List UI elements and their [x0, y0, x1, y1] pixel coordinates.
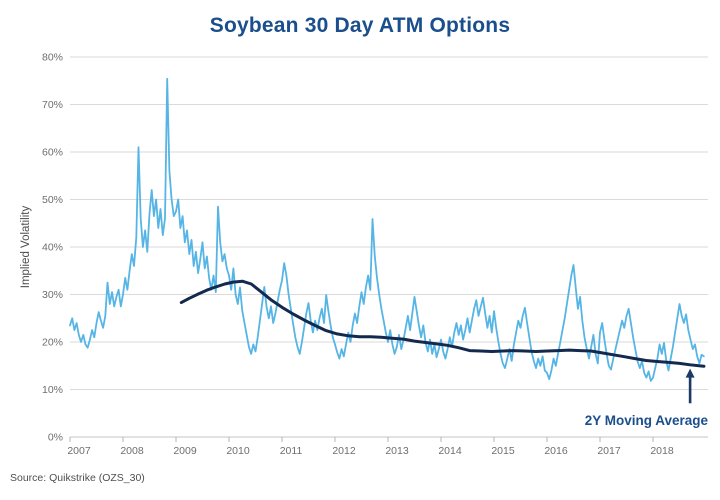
y-tick-label: 30%	[42, 289, 63, 301]
x-tick-label: 2018	[650, 445, 674, 457]
x-tick-label: 2016	[544, 445, 568, 457]
x-tick-label: 2010	[226, 445, 250, 457]
moving-average-line	[179, 279, 706, 368]
x-tick-label: 2008	[120, 445, 144, 457]
y-tick-label: 70%	[42, 99, 63, 111]
chart-title: Soybean 30 Day ATM Options	[209, 14, 511, 37]
y-tick-label: 50%	[42, 194, 63, 206]
x-tick-label: 2011	[280, 445, 303, 457]
annotation-arrow-head	[685, 368, 695, 378]
y-tick-label: 10%	[42, 384, 63, 396]
x-tick-label: 2009	[173, 445, 197, 457]
x-tick-label: 2013	[385, 445, 409, 457]
y-tick-label: 20%	[42, 337, 63, 349]
x-tick-label: 2015	[491, 445, 515, 457]
x-tick-label: 2014	[438, 445, 462, 457]
y-tick-label: 80%	[42, 52, 63, 64]
y-tick-label: 40%	[42, 242, 63, 254]
x-tick-label: 2017	[597, 445, 621, 457]
x-tick-label: 2007	[67, 445, 91, 457]
y-tick-label: 60%	[42, 147, 63, 159]
y-tick-label: 0%	[48, 432, 63, 444]
implied-volatility-line	[69, 77, 705, 382]
source-note: Source: Quikstrike (OZS_30)	[10, 472, 145, 484]
ma-annotation-label: 2Y Moving Average	[584, 413, 708, 428]
x-tick-label: 2012	[332, 445, 356, 457]
